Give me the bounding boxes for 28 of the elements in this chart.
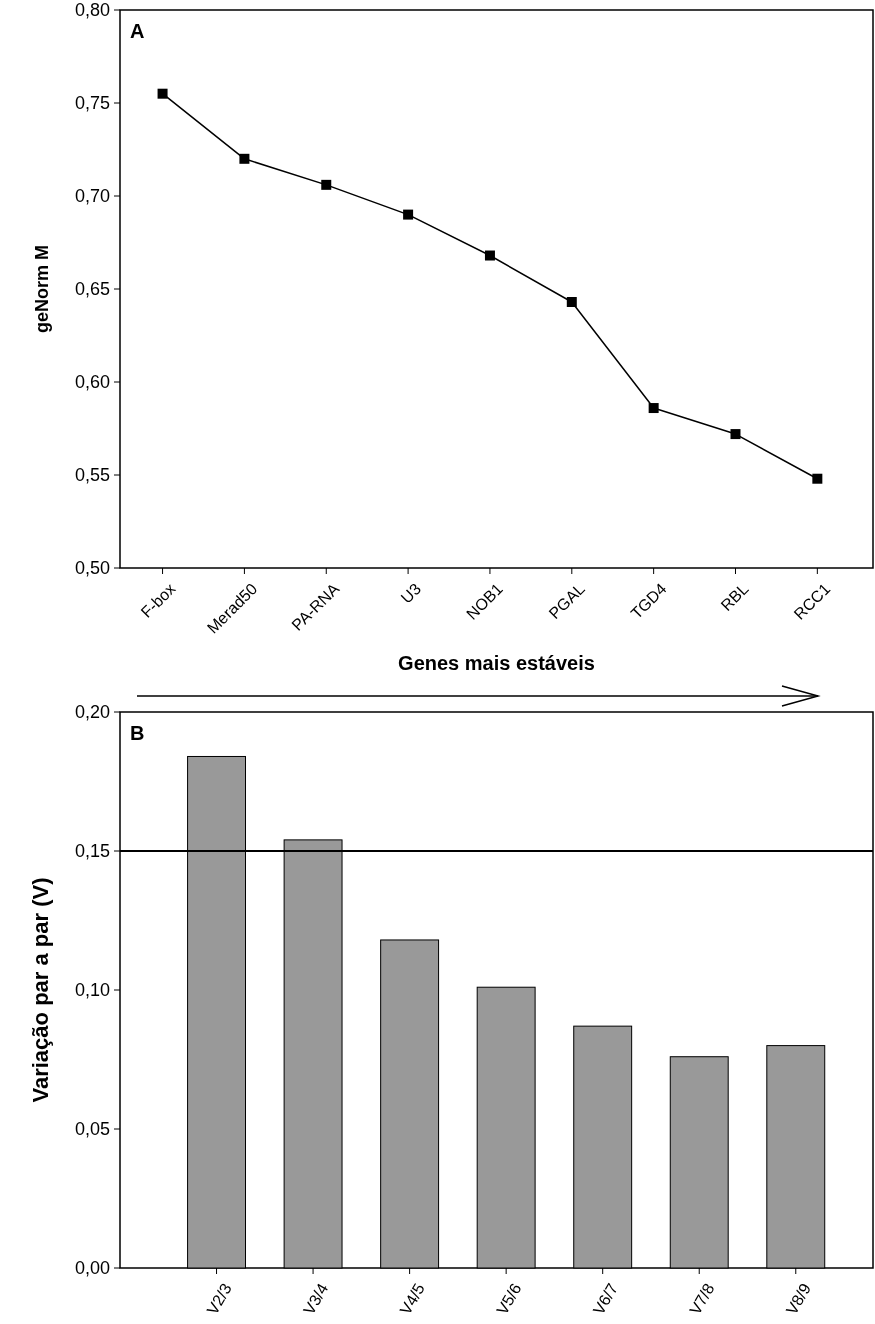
point [403,209,414,220]
y-tick-label: 0,70 [74,186,110,207]
point [321,179,332,190]
point [648,403,659,414]
y-tick-label: 0,55 [74,465,110,486]
annotation: B [130,722,145,744]
x-axis-title: Genes mais estáveis [398,652,595,674]
y-tick-label: 0,15 [74,841,110,862]
y-tick-label: 0,65 [74,279,110,300]
y-tick-label: 0,80 [74,0,110,21]
y-tick-label: 0,00 [74,1258,110,1279]
annotation: A [130,20,145,42]
point [239,153,250,164]
y-tick-label: 0,75 [74,93,110,114]
point [812,473,823,484]
point [730,429,741,440]
y-tick-label: 0,05 [74,1119,110,1140]
y-tick-label: 0,50 [74,558,110,579]
x-tick-label: RBL [717,579,752,615]
y-tick-label: 0,60 [74,372,110,393]
y-axis-title: Variação par a par (V) [28,877,53,1103]
y-tick-label: 0,10 [74,980,110,1001]
point [157,88,168,99]
y-axis-title: geNorm M [32,244,52,334]
x-tick-label: U3 [397,579,425,607]
point [484,250,495,261]
point [566,297,577,308]
y-tick-label: 0,20 [74,702,110,723]
